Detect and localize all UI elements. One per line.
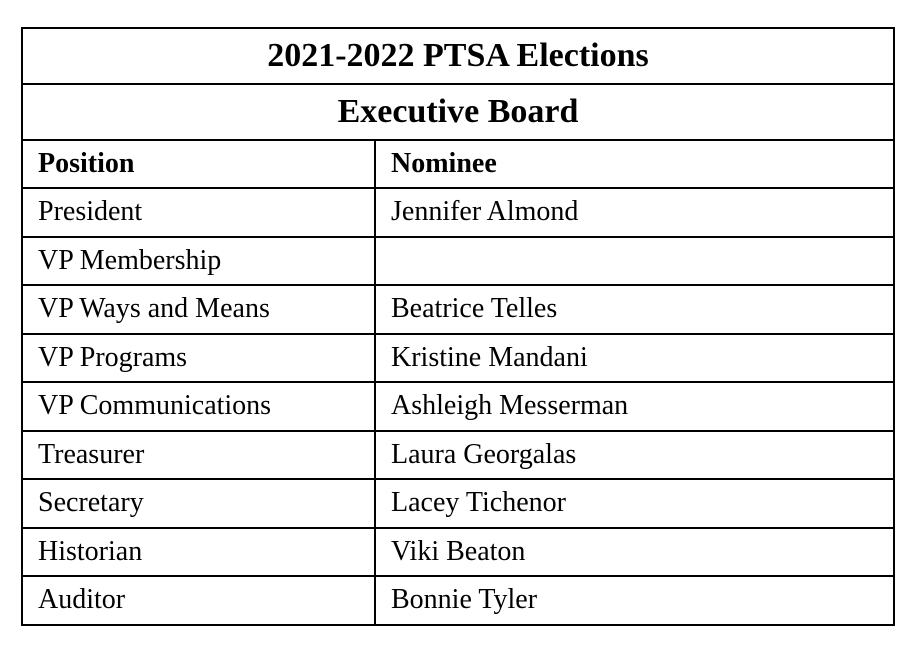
table-subtitle: Executive Board	[21, 83, 895, 141]
elections-table: 2021-2022 PTSA Elections Executive Board…	[21, 27, 895, 626]
nominee-cell: Beatrice Telles	[374, 284, 895, 335]
nominee-cell: Viki Beaton	[374, 526, 895, 577]
position-cell: Secretary	[21, 478, 376, 529]
table-row: VP Programs Kristine Mandani	[21, 332, 895, 383]
nominee-cell: Jennifer Almond	[374, 187, 895, 238]
nominee-cell: Kristine Mandani	[374, 332, 895, 383]
position-cell: Historian	[21, 526, 376, 577]
table-row: President Jennifer Almond	[21, 187, 895, 238]
position-cell: President	[21, 187, 376, 238]
table-row: Auditor Bonnie Tyler	[21, 575, 895, 626]
position-cell: Auditor	[21, 575, 376, 626]
column-header-position: Position	[21, 139, 376, 189]
table-row: Historian Viki Beaton	[21, 526, 895, 577]
nominee-cell: Laura Georgalas	[374, 429, 895, 480]
position-cell: Treasurer	[21, 429, 376, 480]
table-row: VP Membership	[21, 235, 895, 286]
nominee-cell	[374, 235, 895, 286]
nominee-cell: Bonnie Tyler	[374, 575, 895, 626]
table-title: 2021-2022 PTSA Elections	[21, 27, 895, 85]
column-header-nominee: Nominee	[374, 139, 895, 189]
nominee-cell: Ashleigh Messerman	[374, 381, 895, 432]
position-cell: VP Programs	[21, 332, 376, 383]
position-cell: VP Membership	[21, 235, 376, 286]
table-row: Secretary Lacey Tichenor	[21, 478, 895, 529]
position-cell: VP Communications	[21, 381, 376, 432]
table-row: VP Ways and Means Beatrice Telles	[21, 284, 895, 335]
table-row: VP Communications Ashleigh Messerman	[21, 381, 895, 432]
position-cell: VP Ways and Means	[21, 284, 376, 335]
table-row: Treasurer Laura Georgalas	[21, 429, 895, 480]
nominee-cell: Lacey Tichenor	[374, 478, 895, 529]
